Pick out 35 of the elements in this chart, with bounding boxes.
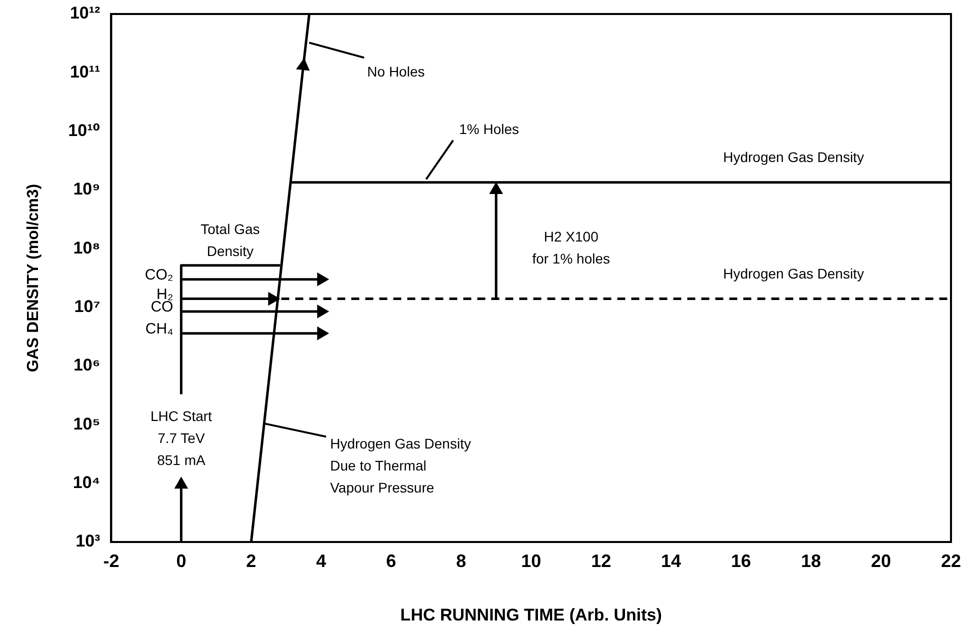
y-tick-label: 10¹² (70, 4, 101, 23)
x-tick-label: -2 (103, 550, 120, 571)
x-tick-label: 18 (801, 550, 822, 571)
x-tick-label: 8 (456, 550, 466, 571)
x-tick-label: 14 (661, 550, 682, 571)
y-tick-label: 10⁵ (73, 414, 100, 434)
x-tick-label: 22 (940, 550, 962, 571)
x-tick-label: 16 (731, 550, 752, 571)
y-tick-label: 10¹¹ (70, 62, 101, 82)
x-tick-label: 0 (176, 550, 186, 571)
y-axis-title: GAS DENSITY (mol/cm3) (25, 184, 42, 372)
annotation: No Holes (367, 64, 425, 80)
y-tick-label: 10⁸ (73, 238, 100, 258)
annotation: 1% Holes (459, 121, 520, 138)
annotation: Hydrogen Gas Density (723, 266, 864, 282)
y-tick-label: 10³ (76, 532, 101, 551)
x-axis-title: LHC RUNNING TIME (Arb. Units) (400, 605, 662, 624)
x-tick-label: 2 (246, 550, 256, 571)
y-tick-label: 10⁶ (73, 356, 100, 375)
annotation: H2 X100 for 1% holes (532, 228, 610, 267)
annotation: LHC Start 7.7 TeV 851 mA (150, 408, 212, 468)
series-label: CO₂ (144, 266, 174, 284)
x-tick-label: 6 (386, 550, 396, 571)
x-tick-label: 4 (316, 550, 326, 571)
annotation: Hydrogen Gas Density (723, 149, 864, 166)
y-tick-label: 10⁴ (72, 473, 100, 492)
y-tick-label: 10⁹ (73, 180, 100, 199)
x-tick-label: 10 (521, 550, 542, 571)
annotation: Total Gas Density (200, 221, 260, 260)
x-tick-label: 12 (591, 550, 612, 571)
y-tick-label: 10⁷ (74, 297, 100, 316)
annotation: Hydrogen Gas Density Due to Thermal Vapour Pressure (330, 436, 471, 496)
series-label: CH₄ (145, 320, 174, 338)
x-tick-label: 20 (870, 550, 892, 571)
y-tick-label: 10¹⁰ (68, 121, 100, 140)
